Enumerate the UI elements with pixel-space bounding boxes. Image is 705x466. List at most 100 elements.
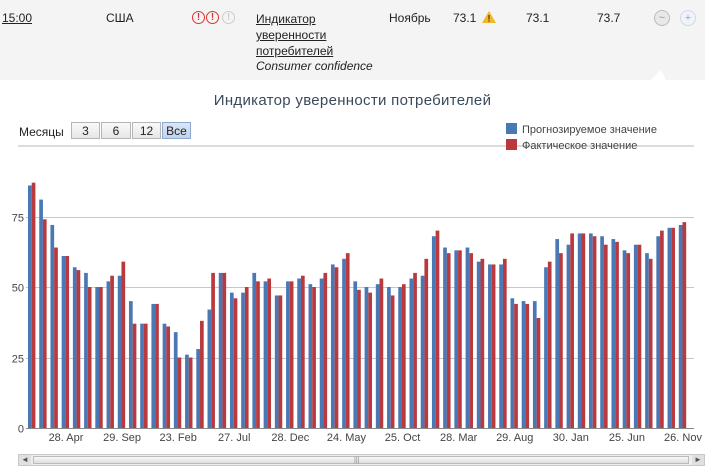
bar-actual [323,272,328,428]
bar-actual [312,287,316,428]
x-tick-label: 25. Oct [385,432,420,444]
bar-actual [278,295,283,428]
bar-actual [581,233,586,428]
chart-icon[interactable]: ~ [654,10,670,26]
bar-actual [54,247,58,428]
event-period: Ноябрь [389,11,431,25]
bar-forecast [319,278,324,428]
indicator-name-link[interactable]: Индикатор уверенности потребителей [256,12,334,58]
range-label: Месяцы [19,125,64,139]
bar-actual [502,258,507,428]
bar-actual [110,275,114,428]
bar-actual [177,357,182,428]
bar-forecast [140,323,144,428]
range-button-6[interactable]: 6 [101,122,131,139]
bar-forecast [308,284,313,428]
bar-actual [401,284,406,428]
add-icon[interactable]: + [680,10,696,26]
bar-actual [65,255,70,428]
bar-forecast [196,349,201,428]
forecast-value: 73.1 [526,11,550,25]
bar-actual [368,292,373,428]
bar-actual [559,253,563,428]
legend-swatch [506,139,517,150]
bar-actual [42,219,47,428]
bar-forecast [229,292,234,428]
bar-actual [87,287,92,428]
previous-value: 73.7 [597,11,621,25]
bar-forecast [521,301,526,428]
bar-forecast [28,185,32,428]
scroll-right-arrow[interactable]: ► [692,455,704,465]
importance-icon: ! [206,11,219,24]
bar-forecast [656,236,661,428]
bar-forecast [589,233,593,428]
x-tick-label: 29. Sep [103,432,141,444]
bar-forecast [95,287,100,428]
bar-actual [570,233,574,428]
y-tick-label: 25 [12,354,24,366]
bar-forecast [128,301,133,428]
bar-forecast [566,244,571,428]
bar-forecast [431,236,436,428]
bar-forecast [409,278,414,428]
scroll-grip-icon: ||| [354,457,360,464]
bar-actual [379,278,384,428]
bar-forecast [330,264,335,428]
bar-forecast [252,272,257,428]
bar-actual [671,227,675,428]
bar-actual [413,272,417,428]
bar-actual [300,275,305,428]
x-tick-label: 27. Jul [218,432,250,444]
bar-actual [345,253,350,428]
bar-actual [648,258,653,428]
bar-forecast [611,239,616,428]
bar-actual [615,241,619,428]
range-button-12[interactable]: 12 [132,122,161,139]
actual-value: 73.1 [453,11,477,25]
bar-actual [200,320,204,428]
bar-actual [480,258,485,428]
range-button-3[interactable]: 3 [71,122,100,139]
y-tick-label: 75 [12,213,24,225]
bar-forecast [465,247,470,428]
importance-icon: ! [222,11,235,24]
bar-actual [188,357,193,428]
bar-forecast [555,239,560,428]
x-tick-label: 29. Aug [496,432,533,444]
scroll-left-arrow[interactable]: ◄ [19,455,31,465]
x-tick-label: 23. Feb [160,432,197,444]
indicator-subtitle: Consumer confidence [256,59,373,73]
bar-forecast [50,224,55,428]
bar-forecast [454,250,459,428]
bar-forecast [117,275,122,428]
bar-forecast [622,250,627,428]
x-tick-label: 28. Dec [271,432,309,444]
bar-actual [233,298,238,428]
bar-actual [143,323,148,428]
horizontal-scrollbar[interactable]: ◄ ||| ► [18,454,705,466]
event-time-link[interactable]: 15:00 [2,11,33,25]
bar-actual [289,281,294,428]
bar-forecast [443,247,447,428]
bar-actual [536,318,541,428]
bar-forecast [645,253,649,428]
bar-actual [334,267,339,428]
bar-actual [603,244,608,428]
warning-icon [482,11,496,23]
legend-label: Фактическое значение [522,140,637,152]
bar-actual [446,253,451,428]
bar-forecast [274,295,279,428]
bar-forecast [263,281,268,428]
bar-actual [211,272,215,428]
bar-actual [31,182,36,428]
bar-forecast [286,281,290,428]
bar-actual [525,303,530,428]
bar-forecast [241,292,245,428]
bar-actual [222,272,227,428]
range-button-all[interactable]: Все [162,122,191,139]
event-country: США [106,11,134,25]
scroll-thumb[interactable]: ||| [33,456,689,464]
bar-actual [390,295,395,428]
bar-forecast [387,287,391,428]
